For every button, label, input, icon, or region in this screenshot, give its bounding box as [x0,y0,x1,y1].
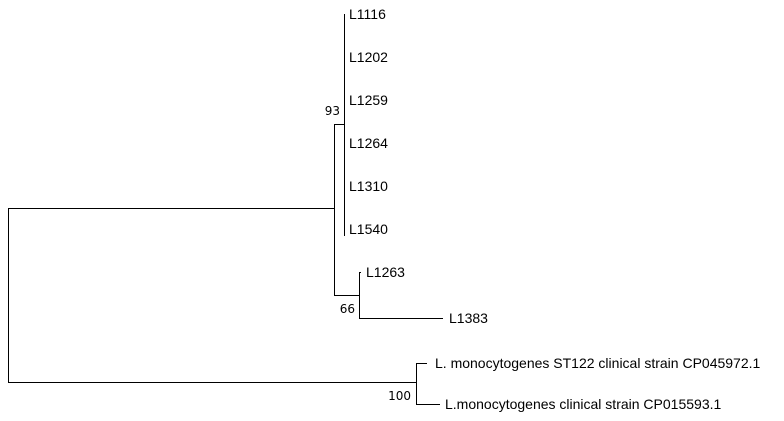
leaf-label-l1383: L1383 [449,310,488,326]
bootstrap-values: 93 66 100 [325,104,411,403]
leaf-label-l1264: L1264 [349,135,388,151]
bootstrap-value-93: 93 [325,104,340,118]
bootstrap-value-100: 100 [388,389,411,403]
leaf-label-l1540: L1540 [349,221,388,237]
leaf-label-cp045972: L. monocytogenes ST122 clinical strain C… [435,355,761,371]
leaf-label-l1259: L1259 [349,92,388,108]
leaf-label-l1263: L1263 [366,264,405,280]
leaf-labels: L1116 L1202 L1259 L1264 L1310 L1540 L126… [349,6,761,412]
leaf-label-l1310: L1310 [349,178,388,194]
leaf-label-l1116: L1116 [349,6,386,22]
leaf-label-l1202: L1202 [349,49,388,65]
leaf-label-cp015593: L.monocytogenes clinical strain CP015593… [445,396,721,412]
bootstrap-value-66: 66 [340,302,355,316]
tree-branches [8,14,443,405]
